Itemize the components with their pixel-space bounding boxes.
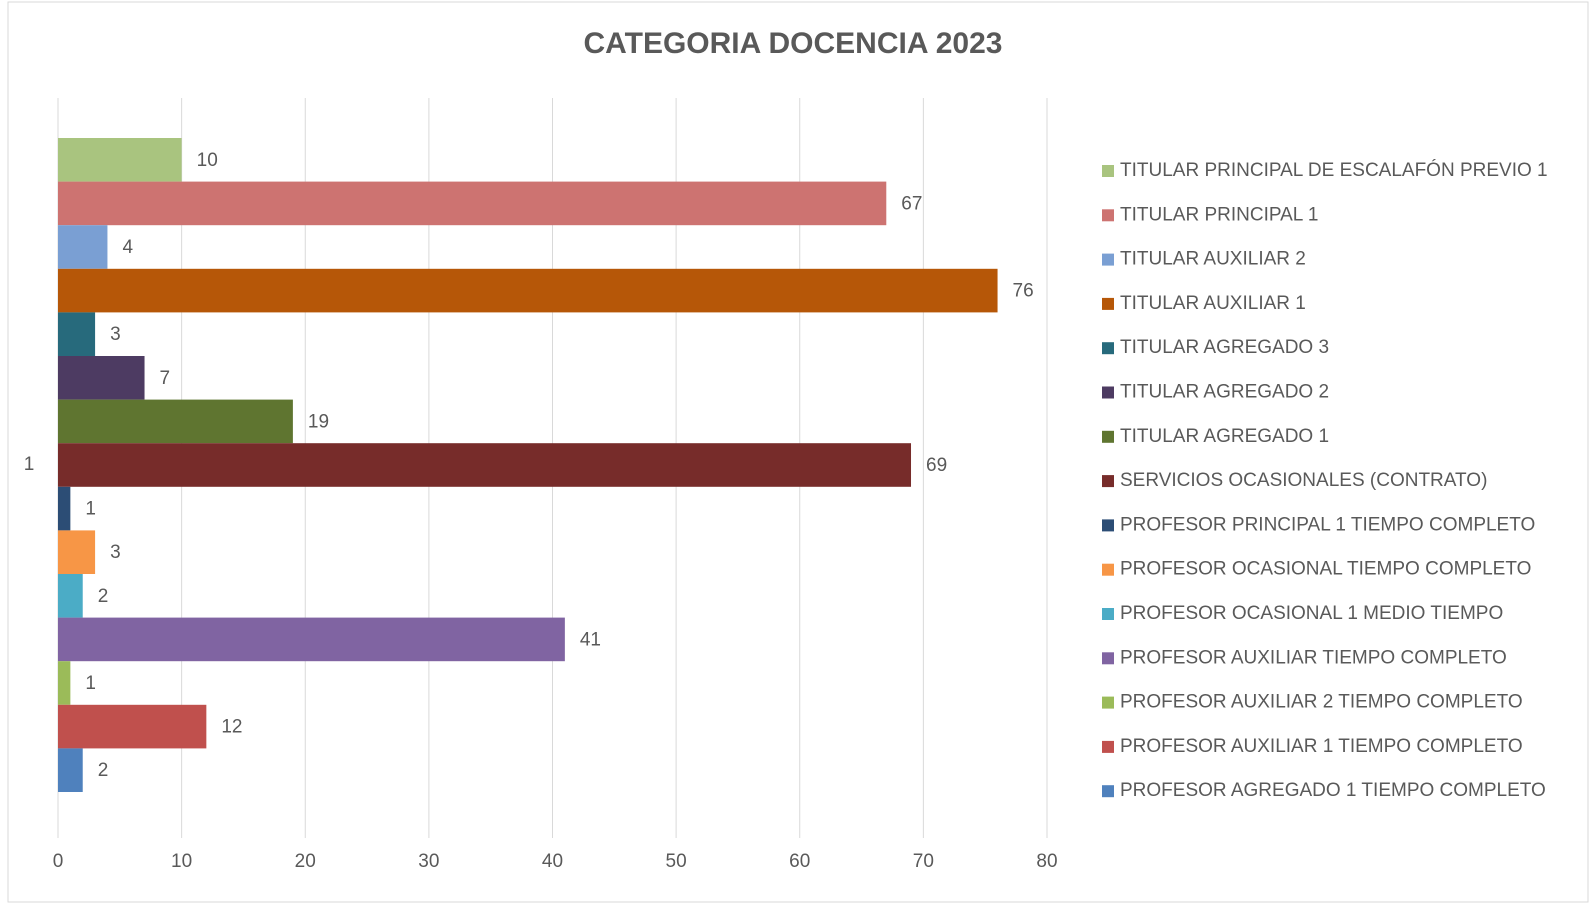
legend-swatch	[1102, 297, 1114, 310]
x-tick-label: 30	[418, 851, 439, 872]
data-label: 1	[85, 499, 96, 520]
x-tick-label: 50	[666, 851, 687, 872]
legend-swatch	[1102, 209, 1114, 222]
legend-swatch	[1102, 608, 1114, 620]
data-label: 7	[160, 368, 171, 389]
data-label: 10	[197, 150, 218, 171]
bar	[58, 443, 912, 487]
legend-swatch	[1102, 519, 1114, 532]
legend-label: TITULAR AUXILIAR 2	[1120, 249, 1306, 270]
legend-swatch	[1102, 253, 1114, 266]
x-tick-label: 70	[913, 851, 934, 872]
legend-label: PROFESOR OCASIONAL TIEMPO COMPLETO	[1120, 559, 1531, 580]
bar	[58, 138, 182, 182]
legend-swatch	[1102, 563, 1114, 576]
legend-label: TITULAR AGREGADO 2	[1120, 382, 1329, 403]
bar	[58, 225, 108, 269]
bar	[58, 617, 565, 662]
data-label: 19	[308, 411, 329, 432]
data-label: 2	[98, 760, 109, 781]
x-tick-label: 40	[542, 851, 563, 872]
legend-label: PROFESOR OCASIONAL 1 MEDIO TIEMPO	[1120, 603, 1503, 624]
bar	[58, 356, 145, 400]
data-label: 41	[580, 629, 601, 650]
data-label: 4	[122, 237, 133, 258]
legend-label: PROFESOR AUXILIAR 1 TIEMPO COMPLETO	[1120, 736, 1523, 757]
legend-label: TITULAR AUXILIAR 1	[1120, 293, 1306, 314]
bar	[58, 486, 71, 531]
x-tick-label: 60	[789, 851, 810, 872]
legend-label: PROFESOR AUXILIAR TIEMPO COMPLETO	[1120, 647, 1507, 668]
x-tick-label: 10	[171, 851, 192, 872]
x-tick-label: 20	[295, 851, 316, 872]
bar	[58, 661, 71, 705]
bar	[58, 181, 887, 226]
data-label: 2	[98, 586, 109, 607]
y-tick-label: 1	[24, 454, 35, 475]
legend-label: TITULAR AGREGADO 1	[1120, 426, 1329, 447]
data-label: 3	[110, 542, 121, 563]
bar	[58, 530, 96, 574]
legend-label: PROFESOR AGREGADO 1 TIEMPO COMPLETO	[1120, 780, 1546, 801]
data-label: 67	[901, 193, 922, 214]
legend-swatch	[1102, 430, 1114, 443]
bar	[58, 574, 83, 618]
bar	[58, 748, 83, 792]
data-label: 69	[926, 455, 947, 476]
legend-label: SERVICIOS OCASIONALES (CONTRATO)	[1120, 470, 1487, 491]
x-tick-label: 80	[1036, 851, 1057, 872]
x-tick-label: 0	[53, 851, 64, 872]
data-label: 12	[221, 717, 242, 738]
legend-swatch	[1102, 696, 1114, 709]
legend-swatch	[1102, 740, 1114, 753]
legend-label: TITULAR AGREGADO 3	[1120, 337, 1329, 358]
bar	[58, 268, 998, 313]
bar	[58, 704, 207, 749]
legend-swatch	[1102, 386, 1114, 399]
legend-swatch	[1102, 475, 1114, 488]
data-label: 76	[1013, 281, 1034, 302]
legend-swatch	[1102, 652, 1114, 665]
chart-title: CATEGORIA DOCENCIA 2023	[584, 27, 1003, 60]
data-label: 1	[85, 673, 96, 694]
legend-swatch	[1102, 342, 1114, 355]
legend-label: TITULAR PRINCIPAL DE ESCALAFÓN PREVIO 1	[1120, 159, 1548, 181]
data-label: 3	[110, 324, 121, 345]
legend-label: PROFESOR AUXILIAR 2 TIEMPO COMPLETO	[1120, 692, 1523, 713]
bar	[58, 312, 96, 356]
bar	[58, 399, 293, 444]
legend-label: TITULAR PRINCIPAL 1	[1120, 204, 1319, 225]
legend-swatch	[1102, 165, 1114, 177]
legend-swatch	[1102, 785, 1114, 798]
legend-label: PROFESOR PRINCIPAL 1 TIEMPO COMPLETO	[1120, 514, 1535, 535]
